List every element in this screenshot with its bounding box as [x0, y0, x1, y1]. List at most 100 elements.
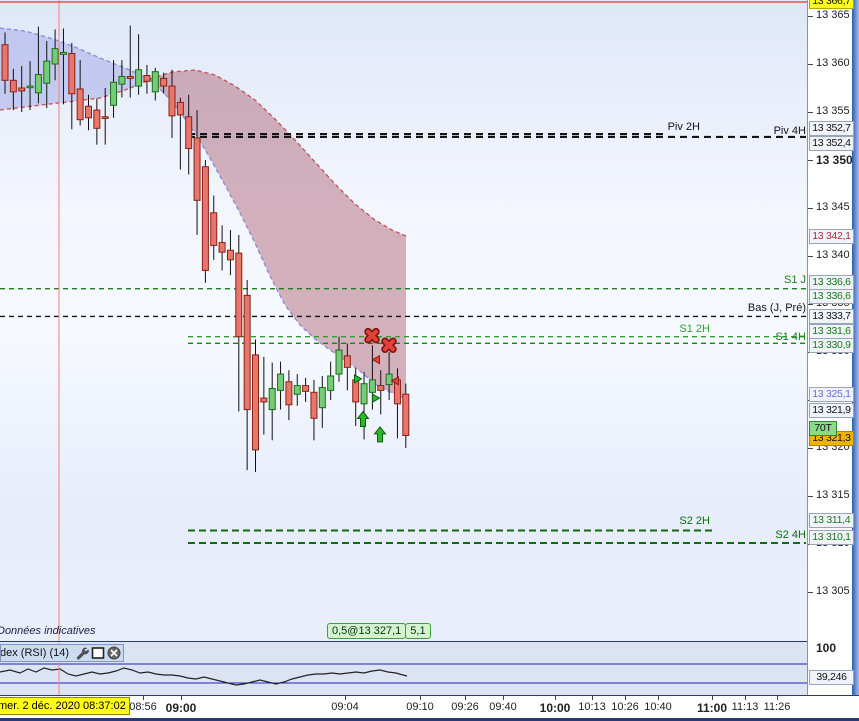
candle — [1, 44, 9, 81]
price-tick-mark — [808, 496, 813, 497]
time-tick-label: 09:04 — [331, 701, 359, 713]
time-tick-mark — [625, 696, 626, 700]
candle — [85, 105, 92, 119]
time-tick-mark — [345, 696, 346, 700]
ichimoku-cloud-bearish-bottom-edge — [149, 79, 407, 400]
price-tick-mark — [808, 448, 813, 449]
sell-cross-icon — [364, 327, 380, 344]
candle — [135, 69, 143, 87]
time-tick-label: 10:00 — [539, 701, 571, 715]
time-tick-label: 09:10 — [406, 701, 434, 713]
rsi-indicator-pane: dex (RSI) (14) — [0, 641, 807, 696]
candle — [201, 166, 209, 271]
crosshair-price-box: 13 366,7 — [809, 0, 854, 9]
candle — [59, 51, 67, 55]
level-label: S1 2H — [679, 323, 710, 335]
bottom-border — [0, 718, 859, 721]
candle — [285, 381, 293, 406]
main-chart-canvas[interactable]: Piv 2H Piv 4H S1 J Bas (J, Pré) S1 2H S1 4H S2… — [0, 0, 807, 641]
candle — [268, 387, 276, 411]
level-label: Bas (J, Pré) — [748, 302, 806, 314]
price-axis[interactable]: 13 365 13 360 13 355 13 350 13 345 13 340 13 3… — [807, 0, 859, 695]
candle — [335, 349, 343, 375]
time-tick-mark — [143, 696, 144, 700]
candle — [327, 375, 335, 391]
buy-arrow-icon — [373, 426, 387, 443]
price-tick-mark — [808, 256, 813, 257]
rsi-line — [0, 667, 408, 686]
price-tick-label: 13 305 — [816, 585, 850, 597]
candle — [160, 77, 168, 87]
price-tick-mark — [808, 64, 813, 65]
candle — [176, 101, 184, 116]
main-chart-pane: Piv 2H Piv 4H S1 J Bas (J, Pré) S1 2H S1 4H S2… — [0, 0, 807, 641]
price-tick-mark — [808, 208, 813, 209]
ichimoku-cloud-bullish-bottom-edge — [0, 79, 151, 111]
candle — [260, 397, 268, 403]
price-level-box: 13 342,1 — [809, 229, 854, 244]
candle — [93, 109, 101, 129]
price-tick-mark — [808, 592, 813, 593]
time-tick-mark — [503, 696, 504, 700]
buy-arrow-icon — [356, 410, 370, 428]
close-indicator-button[interactable] — [107, 646, 121, 660]
time-tick-label: 09:26 — [451, 701, 479, 713]
candle — [226, 249, 234, 261]
candle — [51, 48, 59, 65]
candle — [76, 88, 84, 121]
period-badge: 70T — [809, 421, 837, 436]
right-triangle-signal-icon — [354, 374, 363, 384]
price-level-box: 13 331,6 — [809, 324, 854, 339]
rsi-indicator-title: dex (RSI) (14) — [0, 647, 70, 659]
time-tick-label: 11:26 — [763, 701, 791, 713]
price-level-box: 13 330,9 — [809, 338, 854, 353]
price-level-box: 13 311,4 — [809, 513, 854, 528]
time-axis[interactable]: mer. 2 déc. 2020 08:37:02 08:56 09:00 09:0… — [0, 695, 859, 718]
time-tick-label: 11:00 — [696, 701, 728, 715]
price-level-box: 13 352,4 — [809, 136, 854, 151]
candle — [368, 379, 376, 393]
level-label: S2 4H — [775, 529, 806, 541]
detach-window-button[interactable] — [91, 646, 105, 660]
ichimoku-cloud-bullish-top-edge — [0, 27, 151, 80]
price-tick-label: 13 315 — [816, 489, 850, 501]
rsi-chart-canvas[interactable] — [0, 643, 807, 696]
candle — [210, 212, 218, 246]
candle — [9, 79, 17, 93]
level-label: Piv 4H — [774, 125, 806, 137]
price-level-box: 13 321,9 — [809, 403, 854, 418]
candle — [293, 385, 301, 395]
price-level-box: 13 325,1 — [809, 387, 854, 402]
level-label: S1 4H — [775, 331, 806, 343]
candle — [43, 60, 51, 84]
time-tick-label: 11:13 — [731, 701, 759, 713]
candle — [185, 116, 193, 149]
left-triangle-signal-icon — [390, 375, 399, 386]
candle — [118, 75, 126, 85]
rsi-indicator-tab[interactable]: dex (RSI) (14) — [0, 644, 124, 662]
candle — [26, 85, 34, 89]
time-tick-mark — [181, 696, 182, 700]
sell-cross-glyph — [365, 329, 379, 342]
candle — [318, 387, 326, 409]
candle — [68, 52, 76, 95]
wrench-settings-button[interactable] — [75, 646, 89, 660]
time-tick-label: 09:40 — [489, 701, 517, 713]
candle — [143, 75, 151, 82]
time-tick-label: 10:40 — [644, 701, 672, 713]
candle — [193, 137, 201, 201]
cursor-timestamp-label: mer. 2 déc. 2020 08:37:02 — [0, 697, 130, 715]
candle — [252, 354, 259, 451]
price-level-box: 13 336,6 — [809, 289, 854, 304]
rsi-scale-label: 100 — [816, 641, 837, 655]
price-tick-mark — [808, 304, 813, 305]
position-size-price-label: 0,5@13 327,1 — [327, 623, 407, 639]
time-tick-label: 09:00 — [165, 701, 197, 715]
rsi-background — [0, 643, 807, 696]
price-tick-label: 13 340 — [816, 249, 850, 261]
candle — [218, 242, 226, 253]
time-tick-mark — [712, 696, 713, 700]
vertical-scrollbar[interactable] — [852, 0, 859, 695]
time-tick-label: 10:26 — [611, 701, 639, 713]
candle — [377, 385, 385, 391]
